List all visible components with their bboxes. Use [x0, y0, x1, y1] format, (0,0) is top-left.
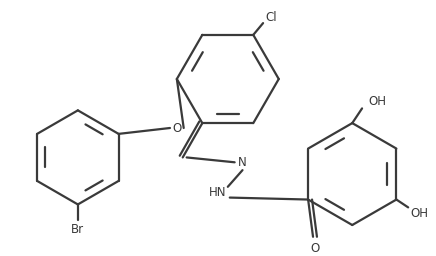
- Text: Cl: Cl: [265, 11, 277, 24]
- Text: O: O: [310, 242, 320, 255]
- Text: OH: OH: [410, 207, 428, 220]
- Text: HN: HN: [209, 186, 227, 199]
- Text: Br: Br: [72, 223, 85, 237]
- Text: OH: OH: [368, 95, 386, 108]
- Text: N: N: [238, 156, 247, 169]
- Text: O: O: [172, 122, 181, 134]
